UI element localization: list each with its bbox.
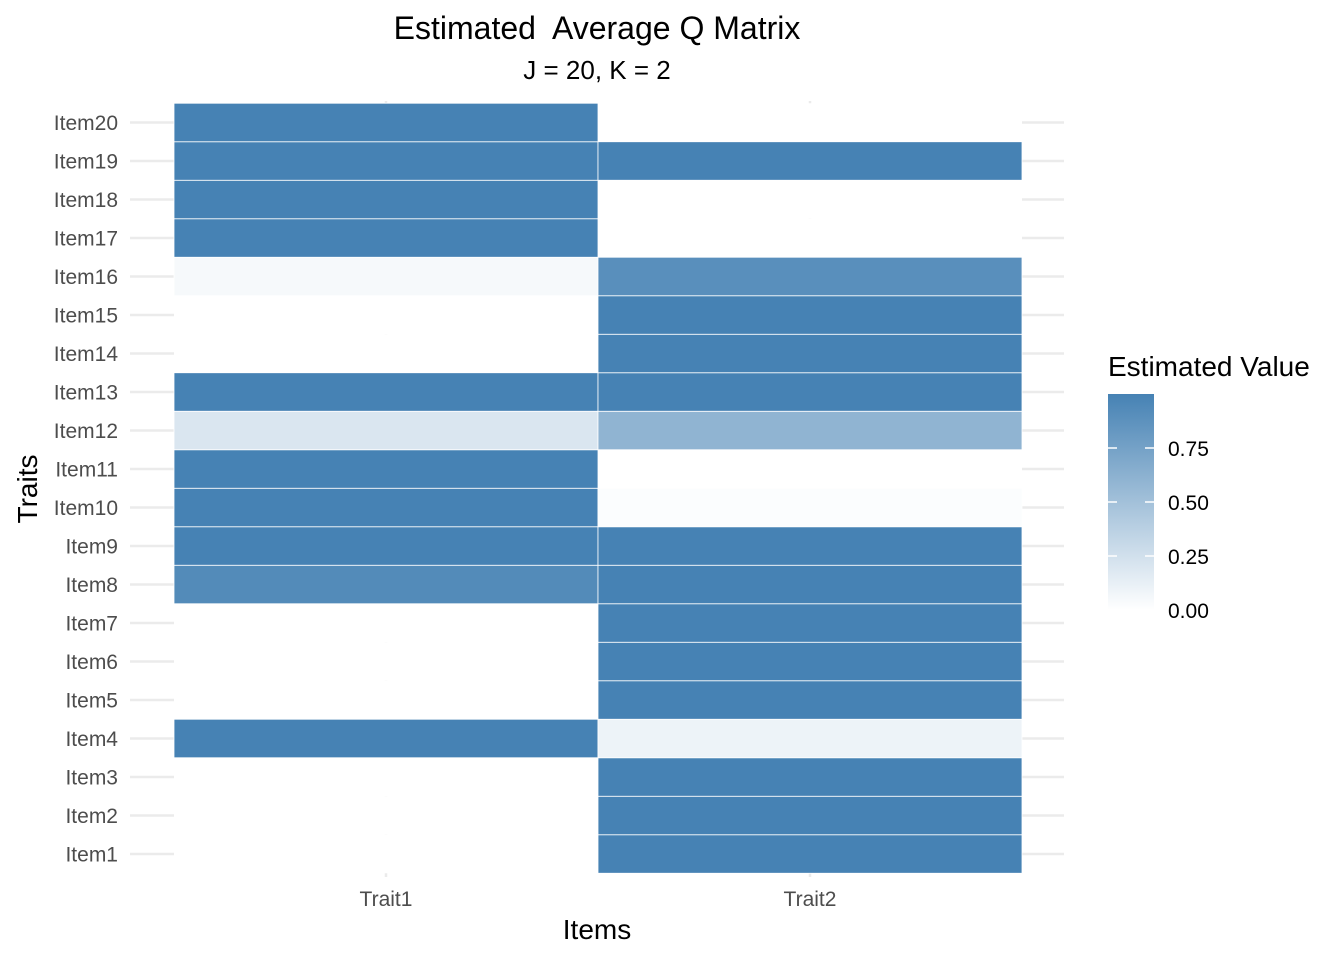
x-tick-label: Trait2 — [784, 888, 837, 911]
y-tick-label: Item14 — [54, 343, 119, 366]
heatmap-cell — [597, 564, 1023, 605]
heatmap-cell — [597, 372, 1023, 412]
heatmap-cell — [597, 487, 1023, 528]
legend-tick-label: 0.50 — [1168, 492, 1209, 515]
legend-tick-label: 0.00 — [1168, 600, 1209, 623]
heatmap-cell — [597, 680, 1023, 720]
y-tick-label: Item5 — [65, 690, 118, 713]
y-tick-label: Item15 — [54, 305, 118, 328]
heatmap-cell — [597, 718, 1023, 759]
legend-ticks: 0.00 0.25 0.50 0.75 — [1108, 438, 1209, 623]
heatmap-cell — [597, 256, 1023, 297]
heatmap-cell — [173, 179, 599, 220]
chart-title: Estimated Average Q Matrix — [394, 10, 801, 46]
heatmap-cell — [598, 218, 1022, 258]
heatmap-cell — [597, 333, 1023, 374]
heatmap-cell — [173, 449, 599, 489]
heatmap-cell — [174, 757, 598, 797]
heatmap-cell — [174, 680, 598, 720]
x-tick-label: Trait1 — [360, 888, 413, 911]
y-tick-label: Item18 — [54, 189, 118, 212]
y-tick-label: Item3 — [65, 767, 118, 790]
x-tick-labels: Trait1 Trait2 — [360, 888, 837, 911]
heatmap-cell — [173, 372, 599, 412]
y-tick-label: Item8 — [65, 574, 118, 597]
heatmap-cell — [174, 603, 598, 643]
heatmap-cell — [173, 141, 599, 181]
heatmap-cell — [173, 218, 599, 258]
heatmap-cell — [597, 410, 1023, 451]
heatmap-cell — [174, 334, 598, 373]
heatmap-cell — [598, 449, 1022, 489]
y-tick-label: Item20 — [54, 112, 118, 135]
y-tick-label: Item7 — [65, 613, 118, 636]
heatmap-cell — [173, 487, 599, 528]
legend-tick-label: 0.75 — [1168, 438, 1209, 461]
heatmap-cell — [597, 526, 1023, 566]
y-tick-label: Item1 — [65, 844, 118, 867]
heatmap-cell — [173, 718, 599, 759]
heatmap-cell — [173, 526, 599, 566]
heatmap-cell — [597, 834, 1023, 874]
y-tick-label: Item4 — [65, 728, 118, 751]
heatmap-cell — [173, 564, 599, 605]
heatmap-cell — [173, 410, 599, 451]
heatmap-cell — [597, 295, 1023, 335]
heatmap-cell — [597, 795, 1023, 836]
y-tick-label: Item10 — [54, 497, 118, 520]
x-axis-title: Items — [563, 914, 631, 945]
y-axis-title: Traits — [12, 455, 43, 524]
heatmap-cell — [173, 256, 599, 297]
heatmap-cell — [597, 141, 1023, 181]
legend-tick-label: 0.25 — [1168, 546, 1209, 569]
heatmap-cell — [174, 642, 598, 681]
y-tick-label: Item19 — [54, 151, 118, 174]
color-legend: Estimated Value 0.00 0.25 0.50 0.75 — [1108, 351, 1310, 623]
heatmap-cell — [598, 103, 1022, 142]
y-tick-labels: Item1 Item2 Item3 Item4 Item5 Item6 Item7 Item8… — [54, 112, 119, 867]
y-tick-label: Item16 — [54, 266, 118, 289]
y-tick-label: Item11 — [55, 459, 118, 482]
y-tick-label: Item12 — [54, 420, 118, 443]
chart-subtitle: J = 20, K = 2 — [523, 55, 670, 85]
heatmap-cell — [597, 641, 1023, 682]
y-tick-label: Item13 — [54, 382, 118, 405]
y-tick-label: Item9 — [65, 536, 118, 559]
heatmap-cell — [174, 295, 598, 335]
heatmap-cell — [597, 603, 1023, 643]
y-tick-label: Item6 — [65, 651, 118, 674]
legend-title: Estimated Value — [1108, 351, 1310, 382]
y-tick-label: Item2 — [65, 805, 118, 828]
y-tick-label: Item17 — [54, 228, 118, 251]
heatmap-cell — [598, 180, 1022, 219]
heatmap-cells — [173, 102, 1023, 874]
heatmap-cell — [174, 796, 598, 835]
heatmap-cell — [597, 757, 1023, 797]
heatmap-cell — [173, 102, 599, 143]
heatmap-cell — [174, 834, 598, 874]
